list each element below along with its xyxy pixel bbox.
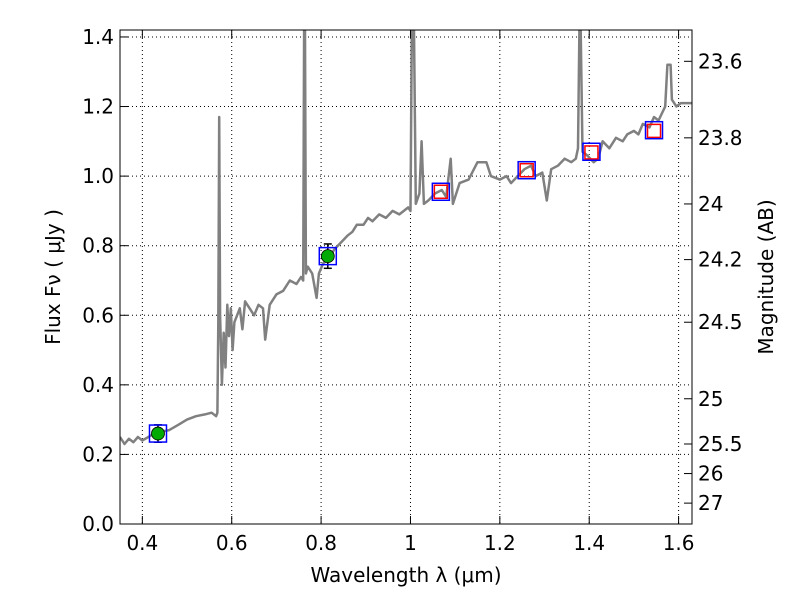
y-tick-label: 1.2 xyxy=(82,95,114,119)
y-tick-label: 0.0 xyxy=(82,512,114,536)
spectrum-line xyxy=(120,30,692,446)
model-box-blue xyxy=(148,424,168,443)
x-tick-label: 0.8 xyxy=(305,531,337,555)
plot-frame xyxy=(119,29,693,525)
model-box-red xyxy=(646,123,662,139)
mag-tick-label: 25.5 xyxy=(698,432,743,456)
y-tick-label: 0.6 xyxy=(82,303,114,327)
mag-tick-label: 23.6 xyxy=(698,49,743,73)
y-tick-label: 0.8 xyxy=(82,234,114,258)
spectrum-layer xyxy=(120,30,692,446)
x-tick-label: 1.4 xyxy=(573,531,605,555)
model-box-blue xyxy=(318,246,338,266)
y-tick-label: 0.4 xyxy=(82,373,114,397)
model-box-blue xyxy=(582,142,601,162)
mag-tick-label: 26 xyxy=(698,462,723,486)
marker-layer xyxy=(148,120,664,443)
tick-layer: 0.4 0.6 0.8 1 1.2 1.4 1.6 0.0 0.2 0.4 0.6 0.8 1.0 1.2… xyxy=(82,25,742,555)
mag-tick-label: 24.5 xyxy=(698,310,743,334)
observed-point xyxy=(320,249,335,264)
x-tick-label: 1.2 xyxy=(484,531,516,555)
y2-axis-label: Magnitude (AB) xyxy=(754,199,778,354)
mag-tick-label: 24.2 xyxy=(698,248,743,272)
x-tick-label: 1 xyxy=(404,531,417,555)
model-box-red xyxy=(433,184,449,200)
mag-tick-label: 24 xyxy=(698,192,723,216)
grid xyxy=(120,30,692,525)
observed-point xyxy=(151,426,165,441)
x-tick-label: 0.4 xyxy=(126,531,158,555)
model-box-blue xyxy=(517,160,536,180)
y-tick-label: 1.4 xyxy=(82,25,114,49)
x-tick-label: 1.6 xyxy=(663,531,695,555)
y-tick-label: 0.2 xyxy=(82,442,114,466)
mag-tick-label: 27 xyxy=(698,491,723,515)
y-tick-label: 1.0 xyxy=(82,164,114,188)
mag-tick-label: 25 xyxy=(698,387,723,411)
x-axis-label: Wavelength λ (μm) xyxy=(310,563,501,587)
model-box-blue xyxy=(431,182,451,202)
x-tick-label: 0.6 xyxy=(216,531,248,555)
mag-tick-label: 23.8 xyxy=(698,126,743,150)
model-box-red xyxy=(584,145,599,160)
y-axis-label: Flux Fν ( μJy ) xyxy=(41,209,65,345)
model-box-red xyxy=(519,162,534,178)
model-box-blue xyxy=(644,120,664,140)
